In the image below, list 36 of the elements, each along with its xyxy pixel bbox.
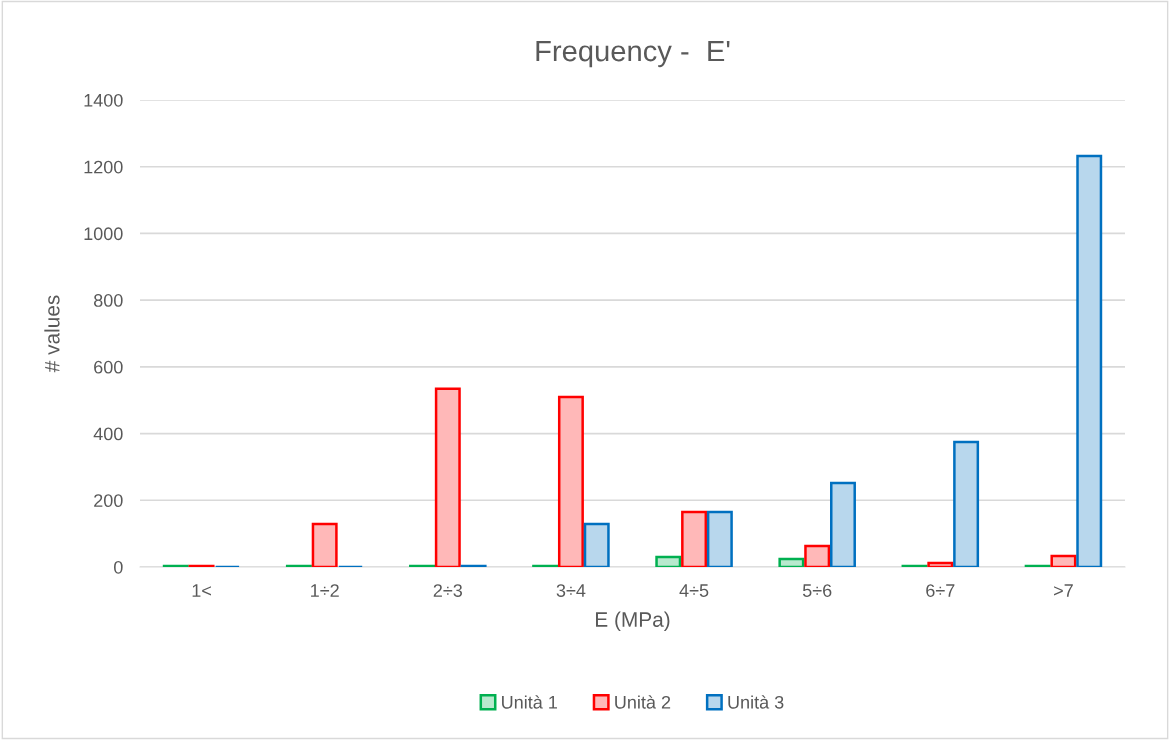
- bar: [583, 522, 610, 567]
- x-tick-label: 3÷4: [556, 584, 586, 597]
- x-tick-label: 4÷5: [679, 584, 709, 597]
- y-tick-label: 400: [93, 427, 123, 441]
- x-tick-label: 1÷2: [311, 584, 339, 597]
- y-tick-label: 200: [94, 494, 123, 508]
- x-axis-title: E (MPa): [596, 611, 670, 632]
- y-tick-label: 1200: [84, 160, 123, 174]
- bar: [1076, 154, 1103, 567]
- bar: [311, 522, 338, 567]
- legend-label: Unità 3: [728, 695, 784, 709]
- bar: [927, 561, 954, 567]
- y-axis-title: # values: [44, 295, 60, 373]
- x-tick-label: 5÷6: [802, 584, 832, 597]
- bar: [681, 510, 708, 567]
- legend-label: Unità 2: [615, 695, 671, 709]
- y-tick-label: 600: [94, 360, 123, 374]
- x-tick-label: 1<: [192, 584, 211, 597]
- x-tick-label: >7: [1054, 584, 1073, 597]
- y-tick-label: 0: [114, 560, 123, 574]
- bar: [1050, 554, 1077, 567]
- x-tick-label: 6÷7: [926, 584, 955, 597]
- bar: [706, 510, 733, 567]
- bar: [778, 557, 805, 567]
- x-tick-label: 2÷3: [433, 584, 463, 597]
- bar: [804, 544, 831, 567]
- bar: [953, 440, 980, 567]
- bar: [434, 387, 461, 567]
- y-tick-label: 1000: [84, 227, 123, 241]
- y-tick-label: 1400: [84, 93, 123, 107]
- bar: [557, 395, 584, 567]
- y-tick-label: 800: [94, 294, 123, 307]
- bar: [830, 481, 856, 567]
- legend-label: Unità 1: [502, 695, 557, 709]
- bar: [655, 555, 682, 567]
- chart-title: Frequency - E': [536, 41, 730, 68]
